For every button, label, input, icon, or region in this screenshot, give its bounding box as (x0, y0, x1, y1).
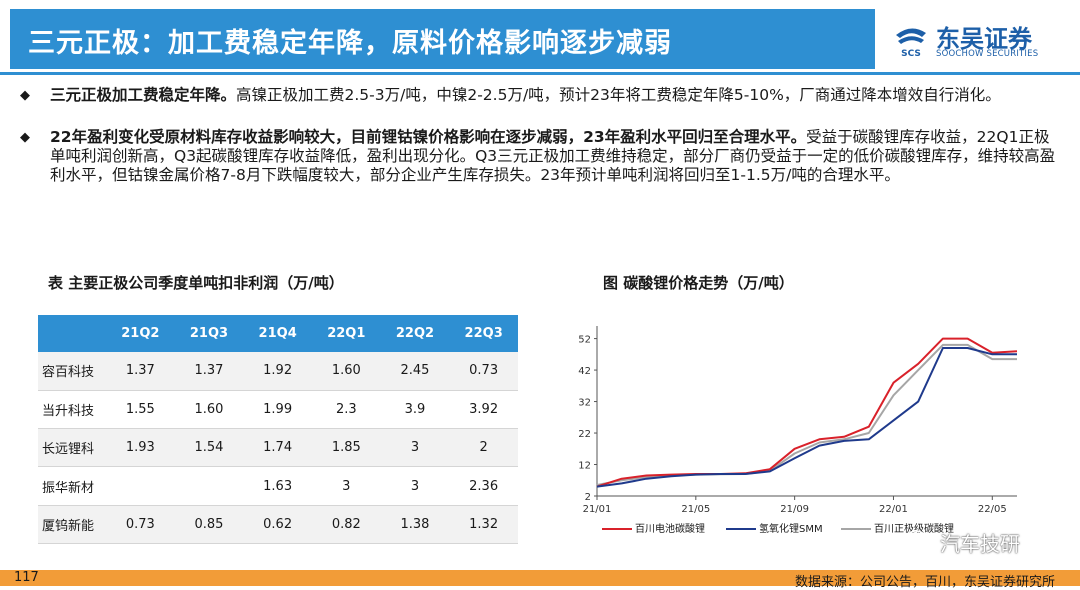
legend-item: 百川电池碳酸锂 (602, 520, 705, 535)
y-tick-label: 52 (578, 335, 591, 346)
table-cell: 0.73 (106, 505, 175, 544)
company-name-cell: 容百科技 (38, 352, 106, 391)
table-cell: 2.45 (380, 352, 450, 391)
table-cell: 1.60 (311, 352, 381, 391)
lithium-price-chart: 2 12 22 32 42 52 21/01 21/05 21/09 22/01 22/05 (578, 326, 1018, 515)
company-name-cell: 长远锂科 (38, 428, 106, 468)
legend-swatch (602, 528, 632, 530)
company-name-cell: 厦钨新能 (38, 505, 106, 544)
table-row: 长远锂科 1.93 1.54 1.74 1.85 3 2 (38, 428, 518, 468)
company-name-cell: 振华新材 (38, 466, 106, 506)
table-cell: 1.32 (449, 505, 518, 544)
series-line-1 (596, 337, 1018, 488)
table-cell: 1.38 (380, 505, 450, 544)
diamond-bullet-icon: ◆ (20, 130, 30, 145)
table-cell: 2.36 (449, 466, 518, 506)
title-divider (0, 72, 1080, 75)
table-cell: 1.55 (106, 390, 175, 430)
table-header-row: 21Q2 21Q3 21Q4 22Q1 22Q2 22Q3 (38, 315, 518, 352)
y-tick-label: 32 (578, 398, 591, 409)
table-caption: 表 主要正极公司季度单吨扣非利润（万/吨） (48, 274, 344, 292)
table-cell (174, 466, 244, 506)
legend-swatch (726, 528, 756, 530)
soochow-logo-icon: SCS (896, 28, 926, 59)
bullet-point-2: ◆ 22年盈利变化受原材料库存收益影响较大，目前锂钴镍价格影响在逐步减弱，23年… (20, 128, 1060, 185)
series-line-2 (596, 347, 1017, 488)
table-cell: 1.37 (174, 352, 244, 391)
table-header-cell: 21Q3 (174, 315, 244, 352)
legend-item: 氢氧化锂SMM (726, 520, 823, 535)
table-header-cell: 21Q2 (106, 315, 175, 352)
company-name-cell: 当升科技 (38, 390, 106, 430)
y-tick-label: 2 (585, 492, 591, 503)
table-cell: 0.73 (449, 352, 518, 391)
table-cell: 1.63 (243, 466, 312, 506)
table-row: 当升科技 1.55 1.60 1.99 2.3 3.9 3.92 (38, 390, 518, 430)
logo-mark-text: SCS (901, 49, 921, 59)
table-cell: 1.93 (106, 428, 175, 468)
data-source: 数据来源：公司公告，百川，东吴证券研究所 (794, 575, 1055, 590)
table-cell: 1.74 (243, 428, 312, 468)
chart-legend: 百川电池碳酸锂 氢氧化锂SMM 百川正极级碳酸锂 (596, 517, 996, 535)
y-tick-label: 12 (578, 461, 591, 472)
legend-swatch (841, 528, 871, 530)
table-header-cell: 22Q3 (449, 315, 518, 352)
logo-english-name: SOOCHOW SECURITIES (936, 49, 1039, 59)
table-header-cell: 22Q1 (311, 315, 381, 352)
footer-bar (0, 570, 1080, 586)
table-row: 振华新材 1.63 3 3 2.36 (38, 466, 518, 506)
bullet-1-heading: 三元正极加工费稳定年降。 (50, 86, 237, 104)
table-cell: 3.92 (449, 390, 518, 430)
table-cell: 1.60 (174, 390, 244, 430)
table-cell: 2 (449, 428, 518, 468)
table-cell: 0.82 (311, 505, 381, 544)
table-header-cell: 22Q2 (380, 315, 450, 352)
logo-chinese-name: 东吴证券 (936, 25, 1032, 53)
y-tick-label: 22 (578, 429, 591, 440)
company-logo: SCS 东吴证券 SOOCHOW SECURITIES (890, 18, 1070, 64)
chart-caption: 图 碳酸锂价格走势（万/吨） (603, 274, 794, 292)
bullet-2-text: 受益于碳酸锂库存收益，22Q1正极单吨利润创新高，Q3起碳酸锂库存收益降低，盈利… (50, 128, 1056, 184)
series-line-3 (596, 343, 1017, 486)
x-tick-label: 22/01 (879, 504, 908, 515)
table-cell: 1.37 (106, 352, 175, 391)
x-tick-label: 22/05 (978, 504, 1007, 515)
page-title: 三元正极：加工费稳定年降，原料价格影响逐步减弱 (28, 28, 672, 59)
table-header-cell: 21Q4 (243, 315, 312, 352)
x-tick-label: 21/05 (681, 504, 710, 515)
table-cell: 2.3 (311, 390, 381, 430)
table-cell: 0.85 (174, 505, 244, 544)
page-number: 117 (14, 570, 39, 585)
legend-item: 百川正极级碳酸锂 (841, 520, 954, 535)
x-tick-label: 21/09 (780, 504, 809, 515)
diamond-bullet-icon: ◆ (20, 88, 30, 103)
table-cell: 3 (311, 466, 381, 506)
wechat-icon (905, 530, 934, 551)
x-tick-label: 21/01 (583, 504, 612, 515)
table-cell: 3 (380, 428, 450, 468)
table-cell: 3 (380, 466, 450, 506)
table-cell: 1.54 (174, 428, 244, 468)
title-bar: 三元正极：加工费稳定年降，原料价格影响逐步减弱 (10, 9, 875, 69)
bullet-2-heading: 22年盈利变化受原材料库存收益影响较大，目前锂钴镍价格影响在逐步减弱，23年盈利… (50, 128, 807, 146)
y-tick-label: 42 (578, 366, 591, 377)
table-cell: 0.62 (243, 505, 312, 544)
legend-label: 百川电池碳酸锂 (635, 524, 705, 535)
table-cell: 3.9 (380, 390, 450, 430)
table-row: 容百科技 1.37 1.37 1.92 1.60 2.45 0.73 (38, 352, 518, 391)
table-row: 厦钨新能 0.73 0.85 0.62 0.82 1.38 1.32 (38, 505, 518, 544)
bullet-point-1: ◆ 三元正极加工费稳定年降。高镍正极加工费2.5-3万/吨，中镍2-2.5万/吨… (20, 86, 1060, 105)
table-cell: 1.99 (243, 390, 312, 430)
legend-label: 氢氧化锂SMM (759, 524, 823, 535)
table-header-cell (38, 315, 106, 352)
watermark-text: 汽车技研 (940, 532, 1020, 556)
bullet-1-text: 高镍正极加工费2.5-3万/吨，中镍2-2.5万/吨，预计23年将工费稳定年降5… (236, 86, 1001, 104)
table-cell (106, 466, 175, 506)
legend-label: 百川正极级碳酸锂 (874, 524, 954, 535)
table-cell: 1.85 (311, 428, 381, 468)
table-cell: 1.92 (243, 352, 312, 391)
profit-table: 21Q2 21Q3 21Q4 22Q1 22Q2 22Q3 容百科技 1.37 … (38, 315, 518, 544)
